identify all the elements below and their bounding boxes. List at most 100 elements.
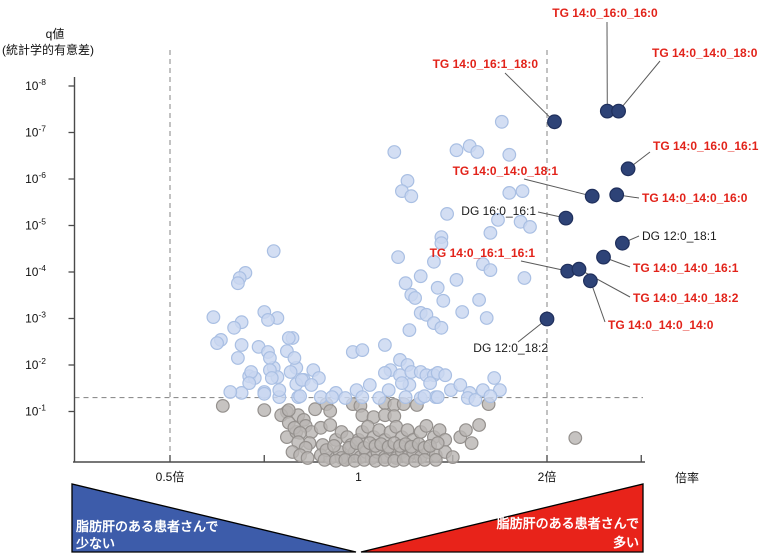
banner-left-text-line2: 少ない	[75, 536, 115, 551]
significant-point	[261, 313, 275, 327]
significant-point	[417, 389, 432, 404]
significant-point	[487, 371, 502, 385]
nonsignificant-point	[428, 453, 443, 467]
significant-point	[257, 386, 272, 401]
nonsignificant-point	[300, 451, 315, 465]
significant-point	[391, 250, 406, 265]
nonsignificant-point	[317, 453, 332, 467]
significant-point	[264, 371, 279, 385]
significant-point	[210, 336, 225, 351]
highlighted-point	[584, 188, 600, 204]
banner-right-triangle	[360, 483, 644, 553]
x-axis-unit-label: 倍率	[675, 470, 699, 485]
banner-right-text-line1: 脂肪肝のある患者さんで	[496, 516, 639, 531]
banner-left-text-line1: 脂肪肝のある患者さんで	[75, 519, 218, 534]
significant-point	[325, 390, 340, 405]
highlighted-point	[539, 311, 555, 327]
significant-point	[230, 276, 245, 291]
significant-point	[234, 338, 249, 352]
lipid-label-red: TG 14:0_14:0_18:2	[633, 291, 739, 305]
y-axis-tick-label: 10-7	[25, 124, 46, 140]
nonsignificant-point	[396, 453, 411, 467]
annotation-leader-line	[578, 268, 631, 298]
significant-point	[483, 389, 498, 404]
y-axis-tick-label: 10-3	[25, 310, 46, 326]
highlighted-point	[609, 187, 625, 203]
significant-point	[287, 351, 302, 365]
lipid-label-red: TG 14:0_14:0_18:1	[453, 164, 559, 178]
significant-point	[449, 273, 464, 287]
y-axis-tick-label: 10-1	[25, 403, 46, 419]
significant-point	[408, 291, 423, 305]
significant-point	[263, 351, 277, 365]
significant-point	[413, 269, 428, 284]
nonsignificant-point	[459, 423, 473, 438]
significant-point	[494, 114, 509, 129]
significant-point	[338, 391, 353, 405]
significant-point	[223, 385, 238, 399]
annotations: TG 14:0_16:0_16:0 TG 14:0_14:0_18:0 TG 14:…	[430, 6, 759, 355]
y-axis-title-line2: (統計学的有意差)	[2, 42, 94, 57]
significant-point	[283, 365, 298, 379]
significant-point	[440, 206, 455, 221]
significant-point	[468, 393, 483, 407]
highlighted-point	[583, 273, 598, 289]
y-axis-tick-label: 10-8	[25, 77, 46, 93]
lipid-label-black: DG 12:0_18:1	[642, 229, 717, 243]
annotation-leader-line	[618, 60, 661, 112]
significant-point	[304, 378, 319, 392]
nonsignificant-point	[355, 408, 370, 423]
significant-point	[430, 390, 445, 405]
lipid-label-black: DG 16:0_16:1	[461, 204, 536, 218]
lipid-label-red: TG 14:0_16:1_18:0	[433, 57, 539, 71]
significant-point	[523, 219, 537, 234]
fold-change-banner: 脂肪肝のある患者さんで 少ない 脂肪肝のある患者さんで 多い	[71, 483, 644, 553]
nonsignificant-point	[281, 403, 296, 418]
nonsignificant-point	[568, 431, 583, 445]
significant-point	[387, 145, 402, 159]
nonsignificant-point	[472, 418, 487, 432]
guide-lines	[74, 50, 643, 462]
significant-point	[381, 383, 396, 398]
significant-point	[434, 320, 449, 335]
significant-point	[206, 310, 221, 325]
highlighted-point	[571, 261, 587, 277]
y-axis-tick-label: 10-5	[25, 217, 46, 233]
highlighted-point	[611, 103, 626, 119]
annotation-leader-line	[520, 260, 568, 272]
nonsignificant-point	[419, 419, 434, 433]
significant-point	[470, 145, 485, 159]
significant-point	[378, 366, 392, 380]
lipid-label-red: TG 14:0_14:0_16:0	[642, 191, 748, 205]
annotation-leader-line	[504, 72, 555, 123]
significant-point	[230, 351, 245, 365]
significant-point	[281, 331, 296, 345]
lipid-label-red: TG 14:0_14:0_16:1	[633, 261, 739, 275]
highlighted-point	[596, 249, 611, 265]
significant-point	[398, 276, 413, 291]
scatter-significant	[206, 114, 537, 407]
lipid-label-red: TG 14:0_14:0_14:0	[608, 318, 714, 332]
significant-point	[427, 254, 441, 269]
significant-point	[453, 378, 468, 392]
significant-point	[479, 311, 494, 325]
highlighted-point	[620, 161, 636, 177]
nonsignificant-point	[445, 450, 460, 465]
significant-point	[372, 391, 387, 405]
lipid-label-red: TG 14:0_16:1_16:1	[430, 246, 536, 260]
nonsignificant-point	[430, 436, 445, 451]
significant-point	[266, 244, 281, 259]
lipid-label-red: TG 14:0_16:0_16:0	[552, 6, 658, 20]
significant-point	[483, 263, 498, 278]
significant-point	[434, 236, 449, 251]
lipid-label-black: DG 12:0_18:2	[473, 341, 548, 355]
nonsignificant-point	[323, 404, 338, 418]
significant-point	[402, 323, 417, 338]
nonsignificant-point	[215, 399, 230, 413]
lipid-label-red: TG 14:0_16:0_16:1	[653, 139, 759, 153]
significant-point	[355, 390, 370, 405]
significant-point	[472, 293, 487, 307]
significant-point	[378, 338, 392, 352]
